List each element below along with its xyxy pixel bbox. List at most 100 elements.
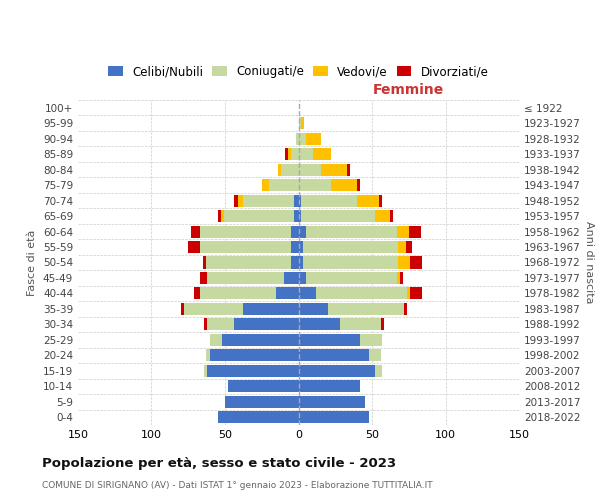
Bar <box>221 210 224 222</box>
Bar <box>313 148 331 160</box>
Bar <box>410 288 422 300</box>
Bar <box>205 365 208 377</box>
Bar <box>299 411 369 424</box>
Bar <box>299 194 301 206</box>
Bar <box>400 272 403 284</box>
Bar <box>375 210 389 222</box>
Bar <box>306 132 320 144</box>
Bar <box>347 164 350 175</box>
Bar <box>358 194 379 206</box>
Bar <box>407 288 410 300</box>
Y-axis label: Anni di nascita: Anni di nascita <box>584 221 595 304</box>
Bar <box>299 256 303 268</box>
Text: COMUNE DI SIRIGNANO (AV) - Dati ISTAT 1° gennaio 2023 - Elaborazione TUTTITALIA.: COMUNE DI SIRIGNANO (AV) - Dati ISTAT 1°… <box>42 481 433 490</box>
Bar <box>389 210 392 222</box>
Bar <box>299 350 369 362</box>
Bar <box>379 194 382 206</box>
Bar <box>234 194 238 206</box>
Bar <box>294 194 299 206</box>
Bar <box>184 303 242 315</box>
Bar <box>299 132 306 144</box>
Bar <box>301 117 304 130</box>
Bar <box>269 179 299 191</box>
Bar <box>316 288 407 300</box>
Bar <box>291 226 299 237</box>
Bar <box>397 226 409 237</box>
Bar <box>303 256 398 268</box>
Bar <box>238 194 242 206</box>
Bar <box>206 256 291 268</box>
Bar <box>218 411 299 424</box>
Bar <box>381 318 384 330</box>
Bar <box>299 365 375 377</box>
Bar <box>299 318 340 330</box>
Bar <box>262 179 269 191</box>
Bar <box>228 380 299 392</box>
Bar <box>320 164 347 175</box>
Bar <box>299 272 306 284</box>
Bar <box>194 288 200 300</box>
Bar <box>299 241 303 253</box>
Text: Femmine: Femmine <box>373 82 445 97</box>
Bar <box>369 350 381 362</box>
Bar <box>303 241 398 253</box>
Bar <box>301 210 375 222</box>
Bar <box>328 303 404 315</box>
Bar <box>278 164 281 175</box>
Bar <box>299 148 313 160</box>
Bar <box>208 318 234 330</box>
Bar <box>200 241 291 253</box>
Bar <box>281 164 299 175</box>
Bar <box>410 256 422 268</box>
Bar <box>181 303 184 315</box>
Bar <box>301 194 358 206</box>
Bar <box>398 256 410 268</box>
Bar <box>299 117 301 130</box>
Bar <box>211 334 222 346</box>
Bar <box>299 226 306 237</box>
Bar <box>218 210 221 222</box>
Bar <box>299 303 328 315</box>
Bar <box>291 241 299 253</box>
Bar <box>404 303 407 315</box>
Bar <box>299 288 316 300</box>
Bar <box>296 132 299 144</box>
Bar <box>208 272 284 284</box>
Bar <box>277 288 299 300</box>
Bar <box>375 365 382 377</box>
Bar <box>398 241 406 253</box>
Bar <box>284 272 299 284</box>
Text: Popolazione per età, sesso e stato civile - 2023: Popolazione per età, sesso e stato civil… <box>42 458 396 470</box>
Bar <box>203 256 206 268</box>
Bar <box>306 272 397 284</box>
Bar <box>340 318 381 330</box>
Bar <box>360 334 382 346</box>
Bar <box>206 350 210 362</box>
Bar <box>397 272 400 284</box>
Bar <box>306 226 397 237</box>
Bar <box>299 396 365 408</box>
Bar <box>205 318 208 330</box>
Bar <box>188 241 200 253</box>
Bar <box>299 380 360 392</box>
Bar <box>208 365 299 377</box>
Bar <box>200 288 277 300</box>
Bar <box>331 179 358 191</box>
Bar <box>285 148 288 160</box>
Bar <box>299 164 320 175</box>
Bar <box>358 179 360 191</box>
Bar <box>224 210 294 222</box>
Legend: Celibi/Nubili, Coniugati/e, Vedovi/e, Divorziati/e: Celibi/Nubili, Coniugati/e, Vedovi/e, Di… <box>104 60 493 83</box>
Bar <box>299 179 331 191</box>
Bar <box>288 148 291 160</box>
Bar <box>291 256 299 268</box>
Bar <box>200 272 208 284</box>
Bar <box>210 350 299 362</box>
Bar <box>406 241 412 253</box>
Bar <box>200 226 291 237</box>
Bar <box>225 396 299 408</box>
Bar <box>409 226 421 237</box>
Bar <box>294 210 299 222</box>
Y-axis label: Fasce di età: Fasce di età <box>28 230 37 296</box>
Bar <box>299 334 360 346</box>
